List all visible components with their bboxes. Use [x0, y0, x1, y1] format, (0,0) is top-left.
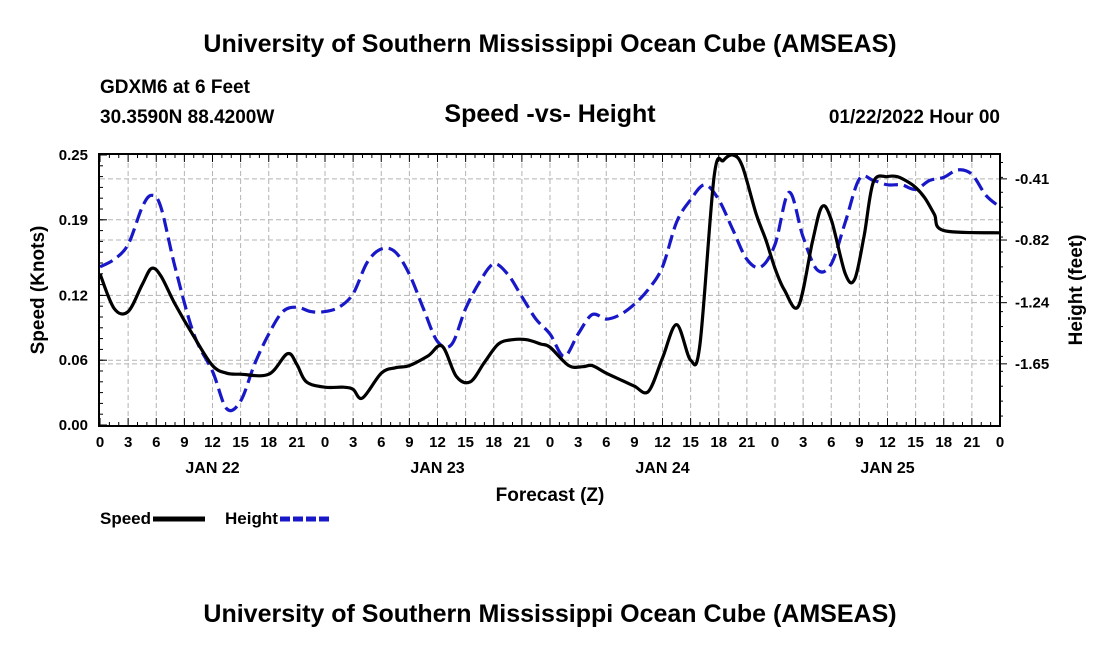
x-tick-label: 15: [457, 434, 474, 451]
forecast-datetime: 01/22/2022 Hour 00: [828, 107, 1000, 128]
y2-tick-label: -1.65: [1015, 356, 1049, 373]
x-tick-label: 6: [152, 434, 160, 451]
y2-axis-title: Height (feet): [1066, 235, 1087, 346]
x-tick-label: 9: [405, 434, 413, 451]
legend: Speed Height: [100, 509, 352, 529]
y2-tick-label: -0.41: [1015, 171, 1049, 188]
chart-title-main: University of Southern Mississippi Ocean…: [203, 30, 897, 58]
x-tick-label: 12: [654, 434, 671, 451]
x-tick-label: 15: [907, 434, 924, 451]
x-tick-label: 6: [602, 434, 610, 451]
x-tick-label: 18: [485, 434, 502, 451]
y-tick-label: 0.00: [59, 417, 88, 434]
y-tick-label: 0.12: [59, 287, 88, 304]
x-tick-label: 21: [964, 434, 981, 451]
chart-subtitle: Speed -vs- Height: [444, 100, 656, 128]
grid: [100, 155, 1000, 425]
axis-labels: 0 3 6 9 12 15 18 21 0 3 6 9 12 15 18 21 0 3 6 9 12 15 18 21 0 3 6 9…: [28, 147, 1087, 506]
series: [98, 153, 1002, 413]
legend-swatch-height: [279, 516, 332, 522]
x-tick-label: 9: [180, 434, 188, 451]
x-tick-label: 3: [124, 434, 132, 451]
station-coords: 30.3590N 88.4200W: [100, 107, 275, 128]
x-tick-label: 18: [260, 434, 277, 451]
x-tick-label: 3: [799, 434, 807, 451]
x-tick-label: 21: [514, 434, 531, 451]
x-tick-label: 0: [771, 434, 779, 451]
x-tick-label: 12: [204, 434, 221, 451]
x-tick-label: 0: [546, 434, 554, 451]
x-tick-label: 21: [289, 434, 306, 451]
x-tick-label: 18: [710, 434, 727, 451]
x-tick-label: 15: [232, 434, 249, 451]
legend-label-speed: Speed: [100, 509, 152, 528]
x-tick-label: 12: [879, 434, 896, 451]
x-tick-label: 3: [349, 434, 357, 451]
footer-title: University of Southern Mississippi Ocean…: [203, 600, 897, 628]
day-label: JAN 22: [185, 460, 239, 477]
y2-tick-label: -1.24: [1015, 295, 1050, 312]
legend-item-height: Height: [225, 509, 332, 529]
x-tick-label: 9: [855, 434, 863, 451]
x-tick-label: 0: [96, 434, 104, 451]
legend-label-height: Height: [225, 509, 278, 528]
x-tick-label: 15: [682, 434, 699, 451]
y-tick-label: 0.19: [59, 212, 88, 229]
x-tick-label: 21: [739, 434, 756, 451]
y-tick-label: 0.25: [59, 147, 88, 164]
x-tick-label: 18: [935, 434, 952, 451]
x-tick-label: 6: [827, 434, 835, 451]
x-axis-title: Forecast (Z): [496, 485, 605, 506]
series-line-speed: [98, 153, 1001, 401]
day-label: JAN 23: [410, 460, 464, 477]
legend-swatch-speed: [153, 516, 206, 522]
station-name: GDXM6 at 6 Feet: [100, 77, 250, 98]
x-tick-label: 3: [574, 434, 582, 451]
x-tick-label: 6: [377, 434, 385, 451]
x-tick-label: 12: [429, 434, 446, 451]
y-tick-label: 0.06: [59, 352, 88, 369]
y2-tick-label: -0.82: [1015, 232, 1049, 249]
x-tick-label: 0: [321, 434, 329, 451]
x-tick-label: 0: [996, 434, 1004, 451]
plot-frame: [98, 153, 1001, 427]
series-line-height: [99, 168, 1002, 413]
day-label: JAN 24: [635, 460, 689, 477]
y-axis-title: Speed (Knots): [28, 226, 49, 355]
day-label: JAN 25: [860, 460, 914, 477]
x-tick-label: 9: [630, 434, 638, 451]
axis-ticks: [99, 154, 1007, 426]
legend-item-speed: Speed: [100, 509, 206, 529]
